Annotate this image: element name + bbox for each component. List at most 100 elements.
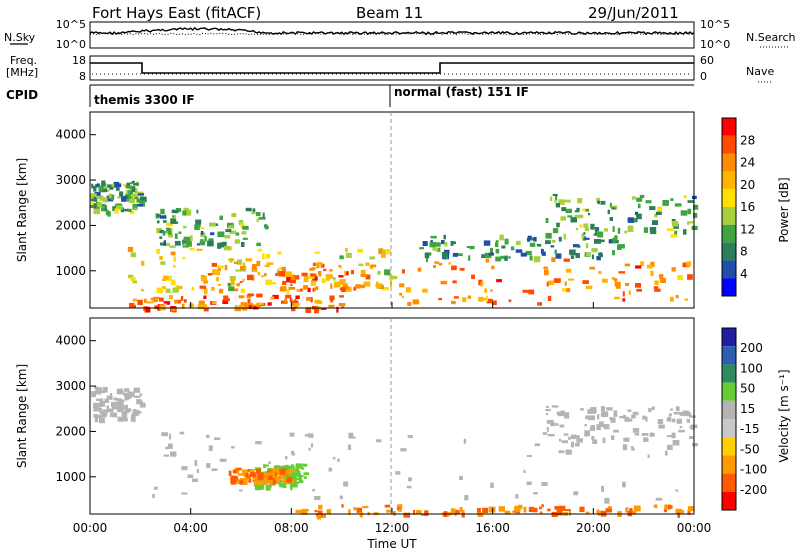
heatmap-cell (390, 281, 393, 287)
heatmap-cell (123, 392, 129, 396)
heatmap-cell (353, 507, 357, 511)
heatmap-cell (173, 256, 176, 262)
heatmap-cell (287, 476, 291, 483)
heatmap-cell (369, 256, 376, 260)
heatmap-cell (666, 228, 674, 232)
heatmap-cell (547, 434, 555, 437)
nave-tick-top: 60 (700, 54, 714, 67)
heatmap-cell (545, 218, 549, 223)
colorbar-swatch (722, 153, 736, 172)
heatmap-cell (252, 274, 255, 281)
heatmap-cell (288, 274, 295, 281)
heatmap-cell (131, 304, 136, 309)
heatmap-cell (666, 435, 673, 438)
heatmap-cell (105, 209, 109, 216)
heatmap-cell (666, 418, 670, 422)
heatmap-cell (181, 492, 188, 495)
heatmap-cell (201, 275, 207, 282)
heatmap-cell (585, 285, 593, 290)
heatmap-cell (338, 265, 341, 268)
heatmap-cell (134, 207, 137, 211)
heatmap-cell (97, 195, 100, 199)
heatmap-cell (687, 221, 694, 224)
heatmap-cell (258, 303, 264, 305)
heatmap-cell (682, 262, 690, 268)
heatmap-cell (546, 420, 554, 424)
heatmap-cell (655, 497, 663, 501)
heatmap-cell (591, 436, 595, 440)
heatmap-cell (212, 269, 219, 275)
heatmap-cell (159, 236, 163, 239)
heatmap-cell (349, 436, 356, 439)
heatmap-cell (360, 273, 367, 278)
heatmap-cell (161, 432, 168, 437)
heatmap-cell (198, 300, 205, 306)
heatmap-cell (102, 386, 108, 393)
heatmap-cell (163, 454, 169, 457)
heatmap-cell (610, 435, 615, 440)
colorbar-frame (721, 117, 737, 297)
heatmap-cell (626, 418, 633, 422)
heatmap-cell (568, 436, 571, 440)
heatmap-cell (573, 491, 579, 496)
heatmap-cell (365, 274, 371, 280)
heatmap-cell (332, 456, 336, 460)
heatmap-cell (277, 269, 280, 276)
heatmap-cell (459, 475, 463, 481)
heatmap-cell (242, 472, 246, 476)
heatmap-cell (160, 208, 165, 214)
heatmap-cell (285, 271, 292, 277)
heatmap-cell (533, 236, 537, 242)
heatmap-cell (363, 281, 371, 287)
heatmap-cell (199, 285, 207, 289)
heatmap-cell (121, 196, 127, 202)
heatmap-cell (635, 283, 642, 288)
heatmap-cell (101, 187, 108, 193)
heatmap-cell (451, 300, 456, 305)
heatmap-cell (137, 193, 145, 196)
heatmap-cell (248, 478, 252, 483)
heatmap-cell (687, 274, 693, 280)
heatmap-cell (291, 483, 298, 488)
heatmap-cell (132, 409, 137, 415)
heatmap-cell (328, 467, 333, 472)
heatmap-cell (310, 297, 313, 303)
heatmap-cell (545, 232, 552, 239)
heatmap-cell (585, 415, 589, 420)
heatmap-cell (178, 231, 182, 234)
heatmap-cell (438, 262, 443, 266)
heatmap-cell (378, 248, 384, 255)
heatmap-cell (569, 249, 576, 255)
heatmap-cell (224, 298, 230, 302)
heatmap-cell (602, 437, 606, 444)
heatmap-cell (119, 404, 122, 411)
heatmap-cell (177, 286, 183, 290)
heatmap-cell (207, 240, 214, 247)
heatmap-cell (274, 475, 282, 481)
velocity-yaxis: 4000 3000 2000 1000 (55, 334, 96, 484)
freq-unit-label: [MHz] (6, 66, 38, 79)
heatmap-cell (156, 287, 164, 294)
heatmap-cell (522, 289, 529, 293)
heatmap-cell (671, 418, 676, 423)
heatmap-cell (272, 480, 277, 485)
heatmap-cell (520, 252, 527, 257)
heatmap-cell (424, 252, 430, 259)
heatmap-cell (108, 193, 112, 199)
heatmap-cell (395, 471, 401, 475)
heatmap-cell (318, 271, 322, 277)
heatmap-cell (101, 401, 106, 407)
heatmap-cell (233, 288, 239, 292)
heatmap-cell (154, 305, 158, 310)
heatmap-cell (127, 274, 134, 279)
heatmap-cell (597, 510, 604, 516)
heatmap-cell (563, 412, 570, 417)
heatmap-cell (357, 248, 363, 253)
heatmap-cell (270, 296, 275, 300)
heatmap-cell (234, 305, 239, 309)
heatmap-cell (488, 506, 496, 513)
heatmap-cell (263, 464, 269, 467)
heatmap-cell (270, 472, 275, 478)
heatmap-cell (490, 247, 493, 254)
heatmap-cell (684, 298, 688, 301)
